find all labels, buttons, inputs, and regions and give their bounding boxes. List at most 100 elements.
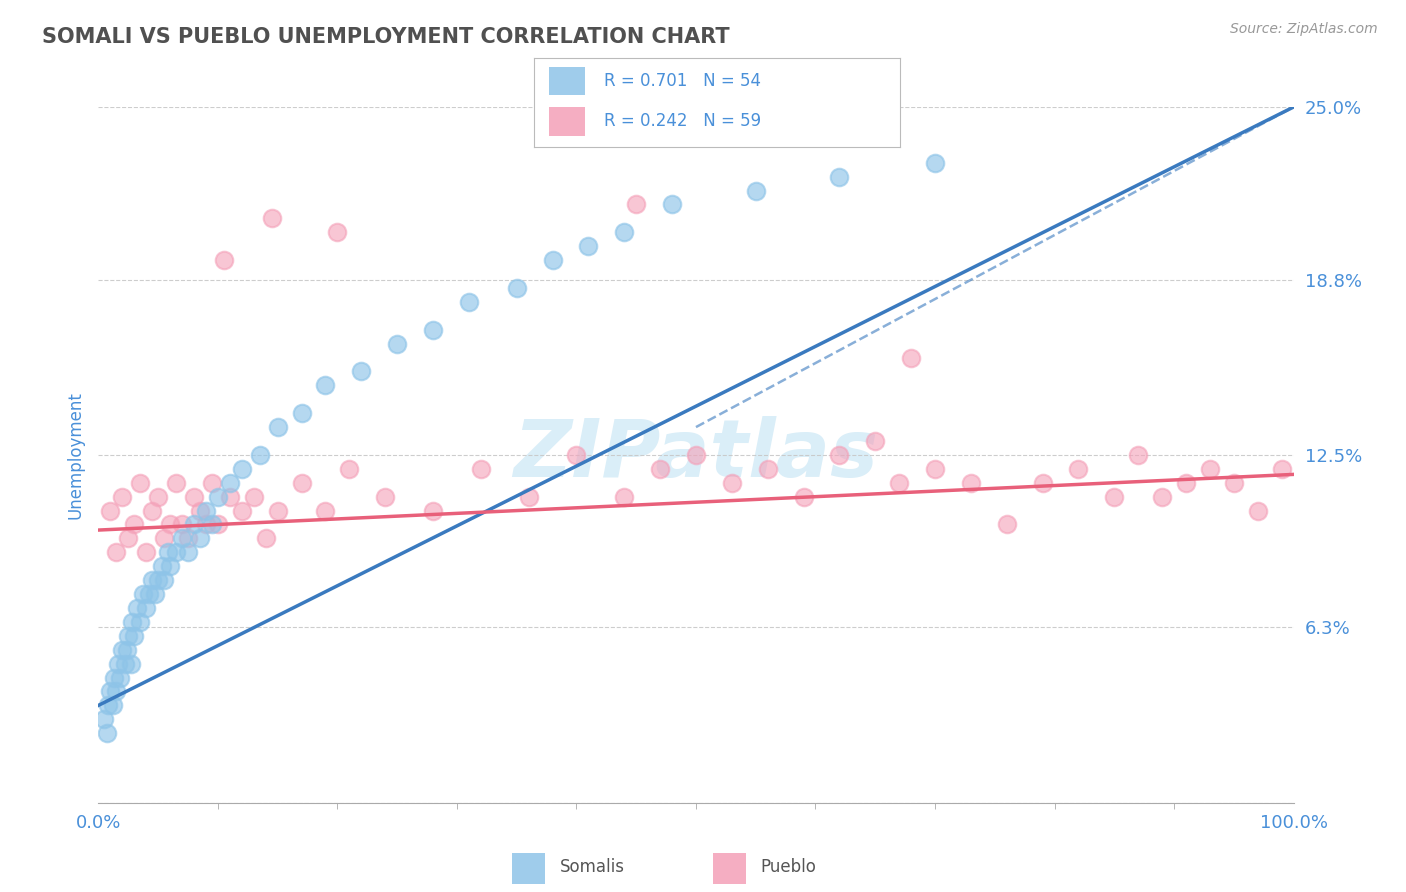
Point <box>1102 490 1125 504</box>
Point <box>159 559 181 574</box>
Point <box>107 657 129 671</box>
Text: R = 0.701   N = 54: R = 0.701 N = 54 <box>603 71 761 90</box>
Point <box>108 671 131 685</box>
Point <box>150 559 173 574</box>
Point <box>249 448 271 462</box>
Point <box>148 573 170 587</box>
Point <box>131 587 153 601</box>
Point <box>156 545 179 559</box>
Point <box>114 657 136 671</box>
Point <box>756 462 779 476</box>
Point <box>138 587 160 601</box>
Point <box>105 545 128 559</box>
Point <box>315 503 337 517</box>
Point <box>745 184 768 198</box>
Point <box>1271 462 1294 476</box>
Text: Pueblo: Pueblo <box>761 858 817 877</box>
Point <box>506 281 529 295</box>
Point <box>260 211 283 226</box>
Point <box>267 503 290 517</box>
Point <box>219 490 242 504</box>
Point <box>124 629 146 643</box>
Point <box>201 475 224 490</box>
Point <box>1128 448 1150 462</box>
Point <box>1067 462 1090 476</box>
Point <box>121 615 143 629</box>
Point <box>828 169 851 184</box>
Point <box>101 698 124 713</box>
Point <box>103 671 125 685</box>
Point <box>576 239 599 253</box>
Point <box>1175 475 1198 490</box>
Point <box>129 615 152 629</box>
Point <box>231 503 253 517</box>
Point <box>120 657 142 671</box>
Point <box>143 587 166 601</box>
FancyBboxPatch shape <box>548 67 585 95</box>
Point <box>422 323 444 337</box>
Point <box>125 601 148 615</box>
Point <box>1246 503 1268 517</box>
Point <box>165 475 187 490</box>
Point <box>219 475 242 490</box>
Point <box>457 294 479 309</box>
Point <box>326 225 349 239</box>
Point <box>720 475 742 490</box>
Point <box>194 517 217 532</box>
Point <box>165 545 187 559</box>
Point <box>177 532 200 546</box>
Point <box>148 490 170 504</box>
Point <box>135 601 157 615</box>
Point <box>613 225 636 239</box>
Point <box>1150 490 1173 504</box>
Text: ZIPatlas: ZIPatlas <box>513 416 879 494</box>
Point <box>685 448 707 462</box>
Point <box>183 490 205 504</box>
Point <box>98 684 122 698</box>
Text: Somalis: Somalis <box>560 858 624 877</box>
Point <box>254 532 277 546</box>
Point <box>117 629 139 643</box>
Point <box>995 517 1018 532</box>
Point <box>337 462 360 476</box>
Point <box>290 475 312 490</box>
Point <box>183 517 205 532</box>
Point <box>1032 475 1054 490</box>
Point <box>172 517 194 532</box>
Point <box>159 517 181 532</box>
FancyBboxPatch shape <box>713 853 747 884</box>
Point <box>135 545 157 559</box>
Point <box>172 532 194 546</box>
Point <box>117 532 139 546</box>
Point <box>517 490 540 504</box>
Point <box>207 490 229 504</box>
Text: SOMALI VS PUEBLO UNEMPLOYMENT CORRELATION CHART: SOMALI VS PUEBLO UNEMPLOYMENT CORRELATIO… <box>42 27 730 46</box>
Point <box>1198 462 1220 476</box>
Text: Source: ZipAtlas.com: Source: ZipAtlas.com <box>1230 22 1378 37</box>
Point <box>111 490 134 504</box>
Point <box>624 197 647 211</box>
Point <box>124 517 146 532</box>
Point <box>900 351 922 365</box>
Point <box>959 475 981 490</box>
Point <box>242 490 264 504</box>
Point <box>315 378 337 392</box>
Point <box>661 197 683 211</box>
FancyBboxPatch shape <box>548 107 585 136</box>
Point <box>828 448 851 462</box>
Point <box>96 726 118 740</box>
Point <box>194 503 217 517</box>
Point <box>541 253 564 268</box>
Point <box>98 503 122 517</box>
Text: R = 0.242   N = 59: R = 0.242 N = 59 <box>603 112 761 130</box>
Point <box>153 532 176 546</box>
Point <box>470 462 492 476</box>
Point <box>153 573 176 587</box>
Point <box>924 462 946 476</box>
Point <box>231 462 253 476</box>
Point <box>565 448 588 462</box>
Point <box>141 503 163 517</box>
Point <box>350 364 373 378</box>
Point <box>290 406 312 420</box>
Point <box>207 517 229 532</box>
